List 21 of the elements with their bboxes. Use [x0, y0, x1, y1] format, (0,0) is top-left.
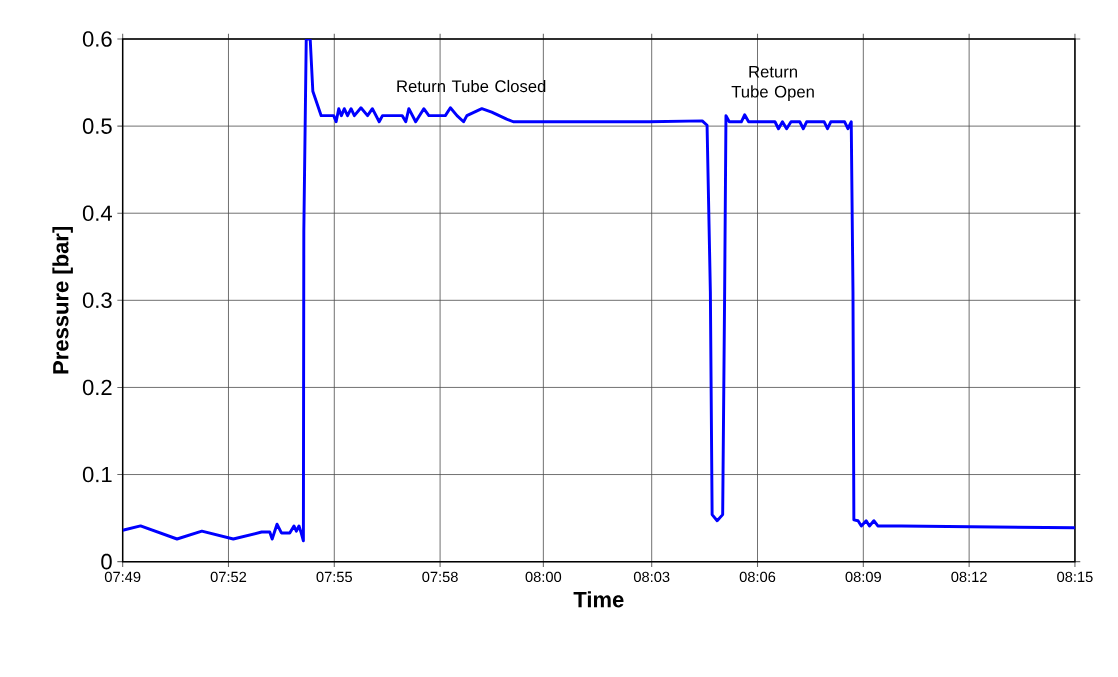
x-tick-label: 07:55: [316, 571, 352, 583]
line-series: [122, 39, 1075, 543]
x-tick-label: 08:15: [1057, 571, 1093, 583]
x-tick-label: 07:49: [104, 571, 141, 583]
y-tick-label: 0.6: [82, 31, 112, 47]
y-tick-label: 0.2: [82, 379, 112, 396]
y-tick-label: 0.1: [82, 466, 112, 483]
x-tick-label: 08:06: [739, 571, 776, 583]
annotation: Return Tube Closed: [397, 79, 546, 93]
y-tick-label: 0.4: [82, 205, 112, 221]
x-tick-label: 08:03: [633, 571, 670, 583]
y-tick-label: 0.3: [82, 292, 112, 309]
x-axis-title: Time: [573, 591, 624, 608]
x-tick-label: 08:09: [845, 571, 881, 583]
x-tick-label: 08:00: [525, 571, 562, 583]
y-tick-label: 0.5: [82, 118, 112, 134]
y-axis-title: Pressure [bar]: [52, 227, 73, 374]
x-tick-label: 07:58: [422, 571, 458, 583]
x-tick-label: 08:12: [951, 571, 987, 583]
x-tick-label: 07:52: [210, 571, 247, 583]
y-tick-label: 0: [101, 553, 112, 570]
